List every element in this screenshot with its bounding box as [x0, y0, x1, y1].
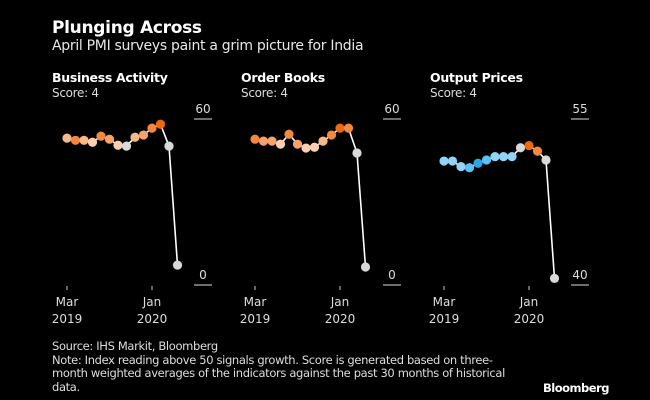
x-tick-label-year: 2020 — [137, 312, 168, 326]
note-text: Note: Index reading above 50 signals gro… — [52, 352, 505, 394]
data-point — [292, 139, 303, 149]
data-point — [490, 152, 500, 162]
data-point — [360, 262, 371, 272]
data-point — [309, 142, 320, 152]
data-point — [464, 163, 475, 173]
y-tick-label-top: 55 — [572, 102, 587, 116]
x-tick-label-month: Jan — [142, 295, 162, 309]
data-point — [318, 136, 328, 146]
chart-subtitle: April PMI surveys paint a grim picture f… — [52, 38, 364, 54]
y-tick-label-bottom: 0 — [199, 268, 207, 282]
data-point — [87, 137, 98, 147]
data-point — [250, 134, 260, 144]
data-point — [70, 135, 81, 145]
data-point — [62, 133, 72, 143]
x-tick-label-month: Jan — [519, 295, 539, 309]
chart-title: Plunging Across — [52, 18, 202, 38]
data-point — [284, 129, 294, 139]
y-tick-label-bottom: 40 — [572, 268, 587, 282]
x-tick-label-month: Jan — [330, 295, 350, 309]
data-point — [326, 130, 337, 140]
panel-score-output-prices: Score: 4 — [430, 86, 477, 100]
data-point — [104, 134, 115, 144]
data-point — [498, 152, 509, 162]
data-point — [130, 132, 140, 142]
panel-score-business-activity: Score: 4 — [52, 86, 99, 100]
x-tick-label-month: Mar — [56, 295, 79, 309]
data-point — [79, 135, 89, 145]
data-point — [549, 273, 560, 283]
source-text: Source: IHS Markit, Bloomberg — [52, 339, 218, 353]
data-point — [541, 155, 551, 165]
x-tick-label-year: 2019 — [429, 312, 460, 326]
data-point — [456, 161, 466, 172]
data-point — [532, 146, 543, 156]
data-point — [147, 123, 157, 133]
data-point — [335, 123, 345, 133]
x-tick-label-year: 2019 — [240, 312, 271, 326]
data-point — [138, 130, 149, 140]
data-point — [352, 148, 362, 158]
data-point — [507, 152, 517, 162]
panel-title-order-books: Order Books — [241, 70, 325, 85]
panel-title-business-activity: Business Activity — [52, 70, 168, 85]
data-point — [343, 123, 354, 133]
y-tick-label-top: 60 — [384, 102, 399, 116]
x-tick-label-month: Mar — [433, 295, 456, 309]
panel-score-order-books: Score: 4 — [241, 86, 288, 100]
data-point — [96, 131, 106, 141]
data-point — [164, 141, 174, 151]
source-note: Source: IHS Markit, Bloomberg Note: Inde… — [52, 339, 522, 394]
data-point — [121, 141, 132, 151]
data-point — [515, 143, 526, 153]
data-point — [447, 156, 458, 166]
data-point — [258, 136, 269, 146]
data-point — [275, 139, 286, 149]
data-point — [481, 155, 492, 165]
data-point — [172, 260, 183, 270]
data-point — [524, 140, 534, 151]
data-point — [113, 140, 123, 150]
data-point — [301, 143, 311, 153]
bloomberg-logo: Bloomberg — [543, 381, 609, 395]
data-point — [439, 156, 449, 166]
x-tick-label-year: 2019 — [52, 312, 83, 326]
data-point — [267, 136, 277, 146]
y-tick-label-bottom: 0 — [388, 268, 396, 282]
panel-title-output-prices: Output Prices — [430, 70, 523, 85]
data-point — [473, 158, 483, 168]
x-tick-label-month: Mar — [244, 295, 267, 309]
x-tick-label-year: 2020 — [325, 312, 356, 326]
x-tick-label-year: 2020 — [514, 312, 545, 326]
y-tick-label-top: 60 — [195, 102, 210, 116]
data-point — [155, 119, 166, 129]
